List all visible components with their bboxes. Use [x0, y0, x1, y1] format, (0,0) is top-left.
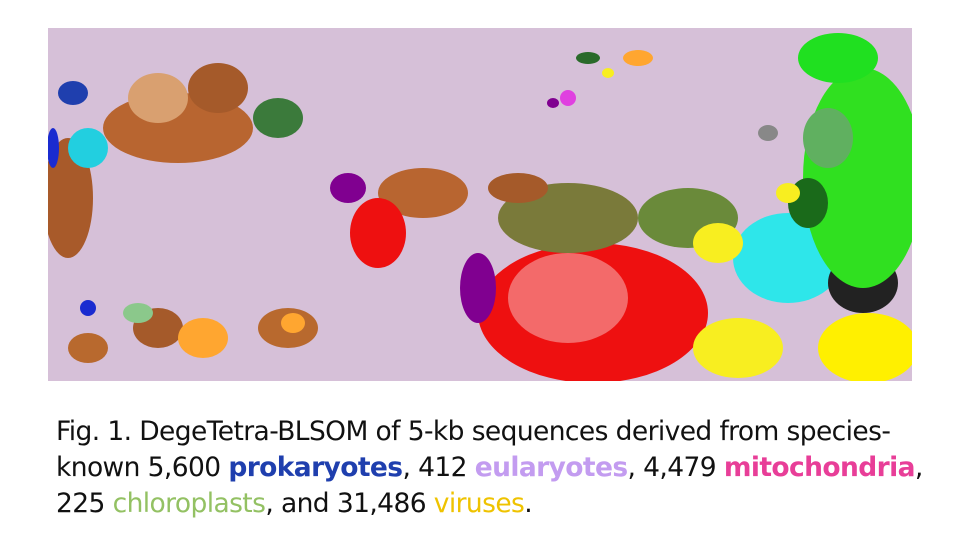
scattered-small-clusters [58, 50, 653, 316]
caption-sep-2: , 4,479 [627, 452, 724, 483]
caption-chloroplasts: chloroplasts [112, 488, 266, 519]
caption-eukaryotes: eularyotes [474, 452, 628, 483]
blsom-map-image [48, 28, 912, 381]
cluster-right [460, 33, 912, 381]
cluster-left [48, 63, 303, 258]
cluster-center [330, 168, 468, 268]
caption-sep-1: , 412 [402, 452, 475, 483]
caption-prefix: Fig. 1. DegeTetra-BLSOM of 5-kb sequence… [56, 416, 891, 483]
caption-viruses: viruses [433, 488, 525, 519]
figure-caption: Fig. 1. DegeTetra-BLSOM of 5-kb sequence… [56, 414, 936, 522]
caption-prokaryotes: prokaryotes [228, 452, 403, 483]
caption-sep-4: , and 31,486 [265, 488, 434, 519]
caption-sep-3: , 225 [56, 452, 923, 519]
caption-mitochondria: mitochondria [723, 452, 916, 483]
cluster-bottom-left [68, 303, 318, 363]
caption-suffix: . [524, 488, 533, 519]
